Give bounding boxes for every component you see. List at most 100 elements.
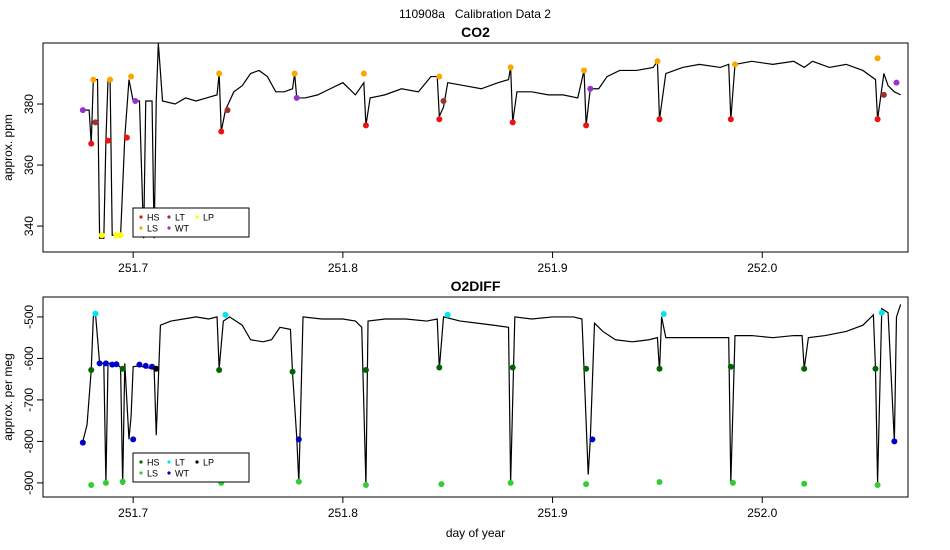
calibration-point — [105, 137, 112, 144]
calibration-point — [119, 365, 126, 372]
calibration-point — [801, 365, 808, 372]
calibration-point — [729, 479, 736, 486]
calibration-point — [727, 363, 734, 370]
calibration-point — [98, 232, 105, 239]
calibration-point — [436, 364, 443, 371]
calibration-point — [891, 438, 898, 445]
calibration-point — [444, 311, 451, 318]
plot-frame — [42, 42, 909, 253]
calibration-point — [119, 478, 126, 485]
legend-label: LP — [203, 213, 214, 223]
calibration-point — [79, 439, 86, 446]
calibration-point — [587, 85, 594, 92]
x-tick-label: 251.9 — [538, 506, 568, 520]
y-tick-label: -800 — [22, 429, 36, 453]
calibration-point — [440, 97, 447, 104]
calibration-point — [90, 76, 97, 83]
calibration-point — [117, 232, 124, 239]
calibration-point — [893, 79, 900, 86]
calibration-point — [654, 58, 661, 65]
calibration-point — [136, 361, 143, 368]
plot-frame — [42, 296, 909, 498]
calibration-point — [96, 360, 103, 367]
calibration-point — [436, 73, 443, 80]
legend-swatch — [167, 226, 171, 230]
legend-swatch — [139, 226, 143, 230]
legend-swatch — [195, 460, 199, 464]
calibration-point — [362, 481, 369, 488]
legend-swatch — [167, 215, 171, 219]
panel: O2DIFF 251.7 251.8 251.9 252.0 -900 -800 -700 -6… — [1, 278, 909, 540]
calibration-point — [874, 481, 881, 488]
y-tick-label: -900 — [22, 471, 36, 495]
calibration-point — [878, 309, 885, 316]
x-tick-label: 251.7 — [118, 261, 148, 275]
calibration-point — [438, 481, 445, 488]
calibration-point — [289, 368, 296, 375]
legend-swatch — [139, 215, 143, 219]
data-line — [82, 43, 901, 239]
calibration-point — [295, 436, 302, 443]
y-axis-label: approx. ppm — [1, 114, 15, 181]
legend-swatch — [139, 460, 143, 464]
calibration-point — [224, 107, 231, 114]
calibration-point — [113, 361, 120, 368]
calibration-point — [218, 128, 225, 135]
calibration-point — [656, 365, 663, 372]
calibration-point — [102, 479, 109, 486]
y-tick-label: 380 — [22, 94, 36, 114]
calibration-point — [727, 116, 734, 123]
calibration-point — [656, 116, 663, 123]
calibration-point — [293, 94, 300, 101]
calibration-point — [507, 479, 514, 486]
x-tick-label: 251.9 — [538, 261, 568, 275]
calibration-point — [222, 311, 229, 318]
calibration-point — [509, 364, 516, 371]
calibration-point — [88, 481, 95, 488]
calibration-point — [507, 64, 514, 71]
panel: CO2 251.7 251.8 251.9 252.0 340 360 380 approx. … — [1, 24, 909, 275]
legend-box — [132, 207, 250, 238]
calibration-point — [102, 360, 109, 367]
x-axis-label: day of year — [446, 526, 505, 540]
calibration-point — [216, 367, 223, 374]
legend-box — [132, 452, 250, 483]
y-tick-label: 340 — [22, 216, 36, 236]
legend-swatch — [167, 471, 171, 475]
legend-label: WT — [175, 469, 189, 479]
calibration-point — [128, 73, 135, 80]
page-title: 110908a Calibration Data 2 — [399, 7, 551, 21]
calibration-point — [92, 310, 99, 317]
calibration-point — [123, 134, 130, 141]
calibration-point — [92, 119, 99, 126]
calibration-point — [801, 480, 808, 487]
legend-swatch — [139, 471, 143, 475]
legend-label: LS — [147, 469, 158, 479]
y-axis-label: approx. per meg — [1, 353, 15, 440]
y-tick-label: 360 — [22, 155, 36, 175]
calibration-point — [509, 119, 516, 126]
calibration-point — [362, 367, 369, 374]
calibration-point — [589, 436, 596, 443]
calibration-point — [880, 91, 887, 98]
calibration-point — [656, 479, 663, 486]
calibration-point — [660, 311, 667, 318]
calibration-point — [216, 70, 223, 77]
y-tick-label: -600 — [22, 346, 36, 370]
calibration-point — [142, 362, 149, 369]
calibration-point — [360, 70, 367, 77]
calibration-point — [874, 55, 881, 62]
legend-label: LS — [147, 224, 158, 234]
x-tick-label: 251.7 — [118, 506, 148, 520]
legend-label: HS — [147, 458, 160, 468]
legend-label: HS — [147, 213, 160, 223]
y-tick-label: -700 — [22, 388, 36, 412]
x-tick-label: 251.8 — [328, 261, 358, 275]
legend-label: WT — [175, 224, 189, 234]
calibration-point — [732, 61, 738, 68]
panel-title: O2DIFF — [451, 278, 501, 294]
calibration-point — [874, 116, 881, 123]
calibration-point — [88, 367, 95, 374]
calibration-point — [583, 122, 590, 129]
